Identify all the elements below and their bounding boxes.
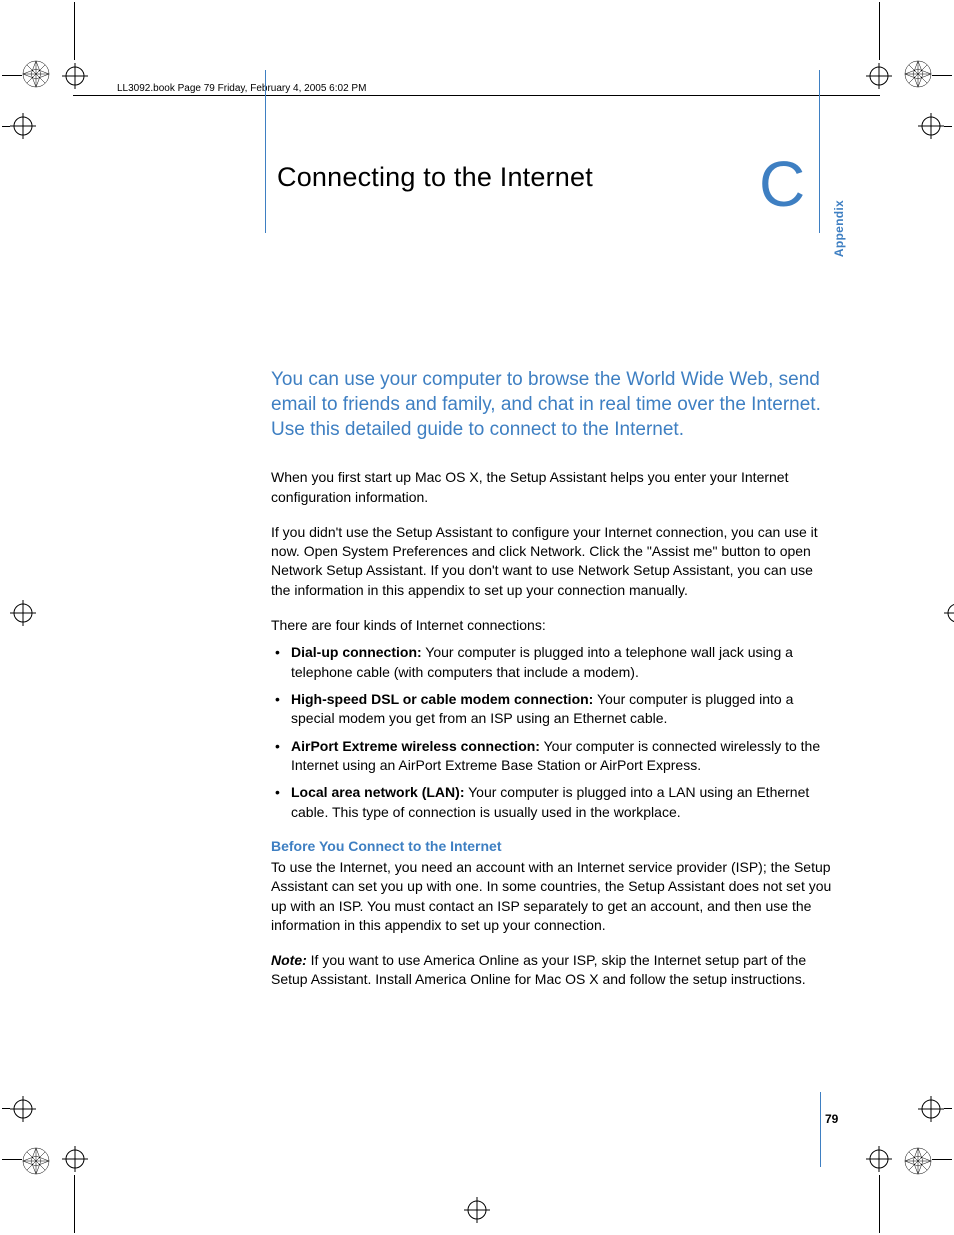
blue-rule-right-bottom <box>820 1092 821 1167</box>
bullet-item: AirPort Extreme wireless connection: You… <box>271 737 834 776</box>
page-title: Connecting to the Internet <box>277 162 593 193</box>
bullet-label: High-speed DSL or cable modem connection… <box>291 691 593 707</box>
appendix-label: Appendix <box>832 200 846 257</box>
paragraph-3: There are four kinds of Internet connect… <box>271 616 834 635</box>
page-header-text: LL3092.book Page 79 Friday, February 4, … <box>117 83 366 94</box>
section-paragraph: To use the Internet, you need an account… <box>271 858 834 935</box>
blue-rule-left <box>265 70 266 233</box>
bullet-item: Local area network (LAN): Your computer … <box>271 783 834 822</box>
note-paragraph: Note: If you want to use America Online … <box>271 951 834 990</box>
page-number: 79 <box>825 1112 838 1126</box>
content-column: You can use your computer to browse the … <box>271 367 834 1006</box>
header-rule <box>73 95 880 96</box>
note-label: Note: <box>271 952 307 968</box>
bullet-label: Dial-up connection: <box>291 644 422 660</box>
bullet-item: High-speed DSL or cable modem connection… <box>271 690 834 729</box>
note-text: If you want to use America Online as you… <box>271 952 806 987</box>
bullet-label: Local area network (LAN): <box>291 784 464 800</box>
bullet-item: Dial-up connection: Your computer is plu… <box>271 643 834 682</box>
section-heading: Before You Connect to the Internet <box>271 838 834 854</box>
bullet-label: AirPort Extreme wireless connection: <box>291 738 540 754</box>
blue-rule-right-top <box>819 70 820 233</box>
appendix-letter: C <box>759 147 805 221</box>
bullet-list: Dial-up connection: Your computer is plu… <box>271 643 834 822</box>
intro-text: You can use your computer to browse the … <box>271 367 834 442</box>
paragraph-1: When you first start up Mac OS X, the Se… <box>271 468 834 507</box>
paragraph-2: If you didn't use the Setup Assistant to… <box>271 523 834 600</box>
